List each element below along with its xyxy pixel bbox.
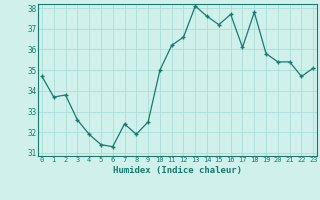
- X-axis label: Humidex (Indice chaleur): Humidex (Indice chaleur): [113, 166, 242, 175]
